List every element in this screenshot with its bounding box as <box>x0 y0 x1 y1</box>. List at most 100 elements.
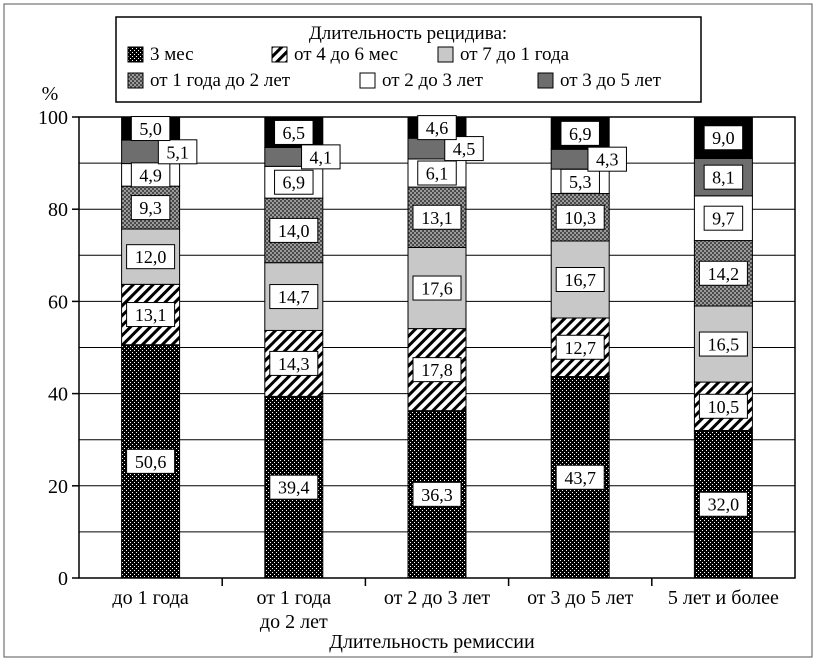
data-label-box <box>555 267 605 293</box>
data-label: 13,1 <box>421 208 453 228</box>
data-label: 6,9 <box>283 173 306 193</box>
data-label: 14,7 <box>278 287 310 307</box>
data-label: 14,0 <box>278 221 310 241</box>
data-label: 17,8 <box>421 360 453 380</box>
data-label-box <box>555 334 605 360</box>
legend-label: от 3 до 5 лет <box>560 70 662 91</box>
y-tick-label: 20 <box>48 476 68 498</box>
data-label-box <box>274 169 314 195</box>
data-label-box <box>301 144 341 170</box>
data-label: 5,1 <box>166 142 189 162</box>
data-label-box <box>126 244 176 270</box>
legend-swatch <box>127 46 144 63</box>
data-label-box <box>269 350 319 376</box>
legend-label: от 2 до 3 лет <box>382 70 484 91</box>
data-label-box <box>560 168 600 194</box>
data-label: 4,5 <box>453 139 476 159</box>
x-tick-label: до 1 года <box>112 587 188 609</box>
data-label-box <box>412 357 462 383</box>
x-tick-label: от 1 года <box>256 587 331 609</box>
data-label: 6,5 <box>283 123 306 143</box>
data-label: 14,3 <box>278 354 310 374</box>
legend-label: от 1 года до 2 лет <box>150 70 291 91</box>
legend-swatch <box>127 72 144 89</box>
y-axis-unit: % <box>42 83 59 105</box>
data-label-box <box>126 448 176 474</box>
data-label: 10,5 <box>708 397 740 417</box>
data-label: 43,7 <box>564 468 596 488</box>
data-label: 9,3 <box>139 198 162 218</box>
legend-box <box>115 16 702 103</box>
legend-swatch <box>359 72 376 89</box>
data-label: 4,9 <box>139 165 162 185</box>
data-label: 17,6 <box>421 279 453 299</box>
legend-title: Длительность рецидива: <box>309 23 507 44</box>
data-label-box <box>555 464 605 490</box>
data-label: 12,0 <box>135 247 167 267</box>
data-label-box <box>417 115 457 141</box>
data-label-box <box>130 116 171 142</box>
data-label: 39,4 <box>278 478 310 498</box>
x-tick-label: от 3 до 5 лет <box>527 587 634 609</box>
data-label-box <box>698 331 748 357</box>
legend-swatch <box>537 72 554 89</box>
data-label: 16,7 <box>564 270 596 290</box>
legend-swatch <box>437 46 454 63</box>
legend: Длительность рецидива: 3 мес от 4 до 6 ме… <box>115 16 702 103</box>
data-label: 4,6 <box>426 118 449 138</box>
legend-label: от 4 до 6 мес <box>294 44 398 65</box>
data-label-box <box>703 205 744 231</box>
figure-border <box>3 3 813 658</box>
data-label-box <box>269 284 319 310</box>
data-label: 4,1 <box>310 147 333 167</box>
data-label-box <box>130 162 171 188</box>
data-label-box <box>560 120 600 146</box>
data-label-box <box>698 491 748 517</box>
data-label-box <box>126 302 176 328</box>
data-label: 50,6 <box>135 452 167 472</box>
data-label-box <box>274 119 314 145</box>
legend-swatch <box>271 46 288 63</box>
data-label-box <box>269 217 319 243</box>
legend-label: 3 мес <box>150 44 194 65</box>
y-tick-label: 100 <box>38 107 68 129</box>
data-label-box <box>269 474 319 500</box>
data-label: 13,1 <box>135 305 167 325</box>
data-label-box <box>698 260 748 286</box>
data-label: 12,7 <box>564 338 596 358</box>
data-label-box <box>412 481 462 507</box>
data-label-box <box>412 204 462 230</box>
data-label: 6,1 <box>426 164 449 184</box>
data-label-box <box>703 164 744 190</box>
data-label: 6,9 <box>569 124 592 144</box>
data-label: 14,2 <box>708 264 740 284</box>
y-tick-label: 40 <box>48 384 68 406</box>
data-label-box <box>157 139 198 165</box>
data-label: 32,0 <box>708 495 740 515</box>
data-label: 5,0 <box>139 119 162 139</box>
data-label: 9,0 <box>712 128 735 148</box>
data-label-box <box>130 195 171 221</box>
data-label: 4,3 <box>596 150 619 170</box>
data-label: 8,1 <box>712 168 735 188</box>
data-label-box <box>412 275 462 301</box>
x-tick-label: от 2 до 3 лет <box>384 587 491 609</box>
legend-label: от 7 до 1 года <box>460 44 570 65</box>
y-tick-label: 0 <box>58 568 68 590</box>
data-label-box <box>703 125 744 151</box>
data-label-box <box>698 393 748 419</box>
data-label-box <box>587 146 627 172</box>
data-label: 10,3 <box>564 208 596 228</box>
data-label: 9,7 <box>712 209 735 229</box>
x-tick-label: до 2 лет <box>260 611 328 633</box>
x-axis-title: Длительность ремиссии <box>329 631 535 653</box>
data-label-box <box>417 160 457 186</box>
y-tick-label: 60 <box>48 291 68 313</box>
x-tick-label: 5 лет и более <box>668 587 779 609</box>
y-tick-label: 80 <box>48 199 68 221</box>
data-label-box <box>444 136 484 162</box>
data-label: 5,3 <box>569 172 592 192</box>
data-label-box <box>555 204 605 230</box>
